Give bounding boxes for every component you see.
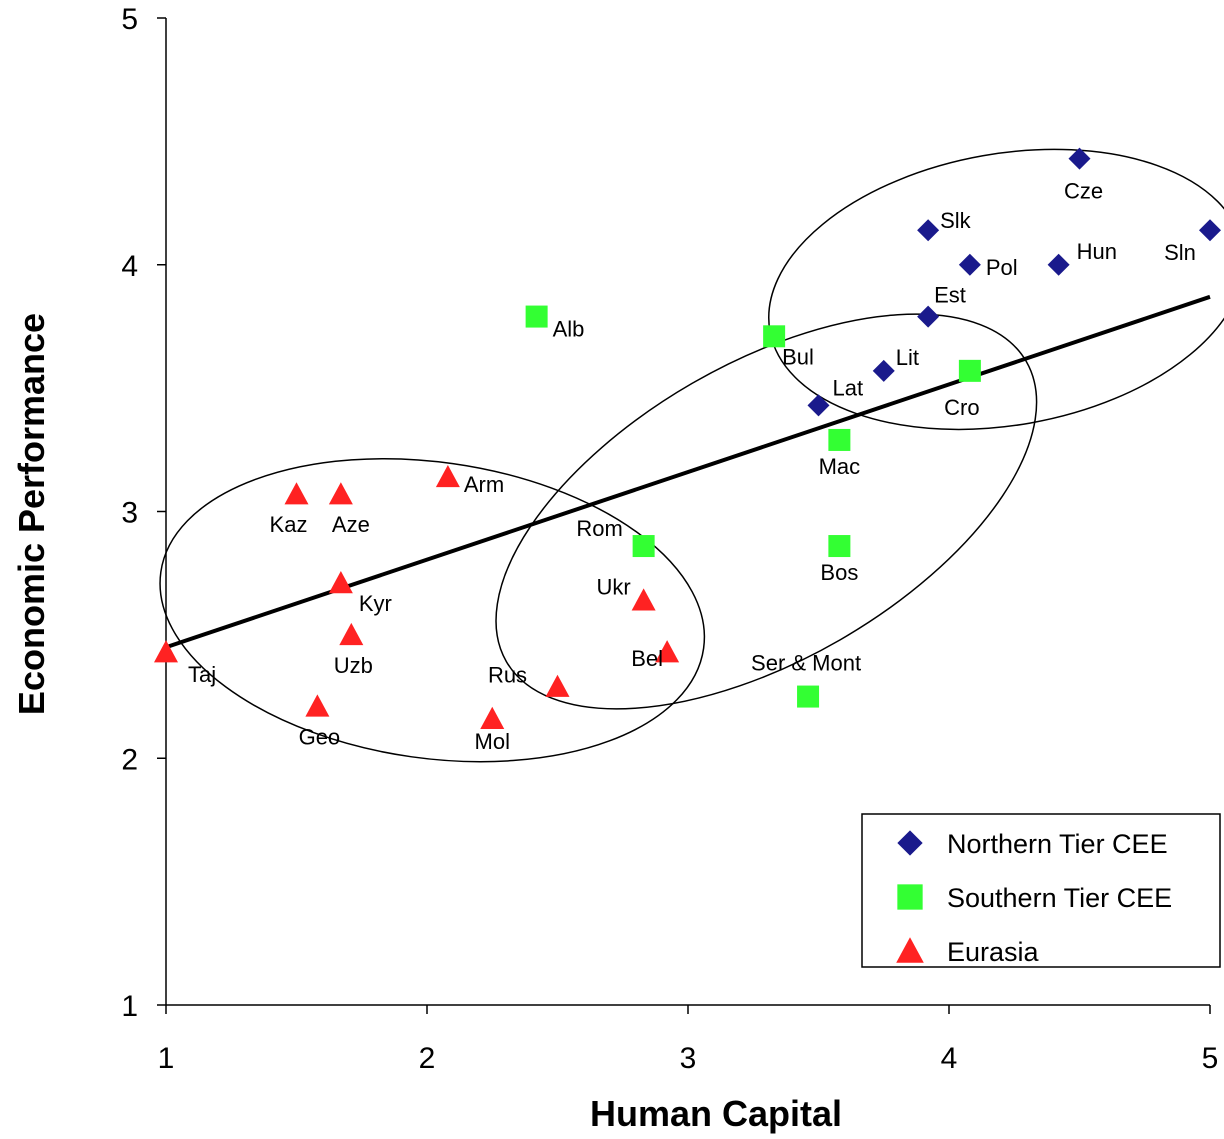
label-cro: Cro — [944, 395, 979, 420]
label-lit: Lit — [896, 345, 919, 370]
axis-ticks: 1 2 3 4 5 1 2 3 4 5 — [121, 3, 1218, 1075]
label-uzb: Uzb — [334, 653, 373, 678]
label-bul: Bul — [782, 344, 814, 369]
x-axis-title: Human Capital — [590, 1093, 842, 1134]
point-taj — [154, 640, 178, 663]
point-labels: Cze Slk Sln Pol Hun Est Lit Lat Alb Bul Cro Mac Rom B… — [188, 179, 1196, 754]
label-taj: Taj — [188, 662, 216, 687]
point-cze — [1068, 147, 1091, 170]
y-tick-label: 5 — [121, 3, 138, 36]
point-lat — [807, 394, 830, 417]
x-tick-label: 2 — [419, 1042, 436, 1075]
label-rus: Rus — [488, 663, 527, 688]
legend-marker-southern-tier-cee — [897, 884, 923, 910]
point-ser-mont — [797, 685, 820, 708]
label-alb: Alb — [553, 317, 585, 342]
point-rom — [632, 535, 655, 558]
label-bel: Bel — [631, 646, 663, 671]
point-aze — [328, 482, 353, 505]
x-tick-label: 4 — [941, 1042, 958, 1075]
label-ukr: Ukr — [597, 574, 631, 599]
legend-label-northern-tier-cee: Northern Tier CEE — [947, 829, 1168, 859]
x-tick-label: 5 — [1202, 1042, 1219, 1075]
point-geo — [305, 694, 330, 717]
point-lit — [872, 359, 895, 382]
label-slk: Slk — [940, 208, 972, 233]
point-hun — [1047, 253, 1070, 276]
legend-items: Northern Tier CEE Southern Tier CEE Eurasi… — [896, 829, 1172, 967]
x-tick-label: 1 — [158, 1042, 175, 1075]
cluster-ellipses — [159, 148, 1224, 763]
point-bel — [655, 640, 680, 663]
point-pol — [958, 253, 981, 276]
y-axis-title: Economic Performance — [11, 313, 52, 715]
label-mac: Mac — [819, 454, 861, 479]
label-arm: Arm — [464, 472, 504, 497]
label-bos: Bos — [820, 560, 858, 585]
point-uzb — [339, 622, 364, 646]
point-bul — [763, 325, 786, 348]
point-slk — [917, 219, 940, 242]
label-sln: Sln — [1164, 240, 1196, 265]
label-lat: Lat — [833, 375, 864, 400]
legend-marker-northern-tier-cee — [897, 830, 923, 856]
label-rom: Rom — [576, 516, 622, 541]
point-ukr — [631, 588, 656, 611]
legend: Northern Tier CEE Southern Tier CEE Eurasi… — [861, 813, 1221, 968]
legend-marker-eurasia — [896, 937, 924, 963]
trendline — [165, 294, 1211, 650]
point-arm — [435, 464, 460, 488]
data-points — [154, 147, 1221, 729]
y-tick-label: 4 — [121, 250, 138, 283]
y-tick-label: 3 — [121, 497, 138, 530]
label-hun: Hun — [1077, 239, 1117, 264]
label-kaz: Kaz — [270, 512, 308, 537]
y-tick-label: 2 — [121, 743, 138, 776]
point-alb — [525, 305, 548, 328]
ellipse-southern-tier-cee — [495, 313, 1038, 710]
point-kaz — [284, 482, 309, 505]
label-cze: Cze — [1064, 179, 1103, 204]
x-tick-label: 3 — [680, 1042, 697, 1075]
label-est: Est — [934, 283, 966, 308]
point-sln — [1199, 219, 1221, 242]
label-mol: Mol — [475, 729, 510, 754]
point-mac — [828, 428, 851, 451]
point-mol — [480, 706, 505, 729]
label-aze: Aze — [332, 512, 370, 537]
label-geo: Geo — [299, 724, 341, 749]
ellipse-eurasia — [159, 457, 706, 763]
y-tick-label: 1 — [121, 990, 138, 1023]
point-bos — [828, 535, 851, 558]
trendline-group — [165, 294, 1211, 650]
point-cro — [958, 359, 981, 382]
label-ser-mont: Ser & Mont — [751, 651, 861, 676]
point-est — [917, 305, 940, 328]
legend-label-eurasia: Eurasia — [947, 937, 1040, 967]
point-kyr — [328, 571, 353, 594]
label-pol: Pol — [986, 255, 1018, 280]
legend-label-southern-tier-cee: Southern Tier CEE — [947, 883, 1172, 913]
label-kyr: Kyr — [359, 591, 392, 616]
point-rus — [545, 674, 570, 697]
